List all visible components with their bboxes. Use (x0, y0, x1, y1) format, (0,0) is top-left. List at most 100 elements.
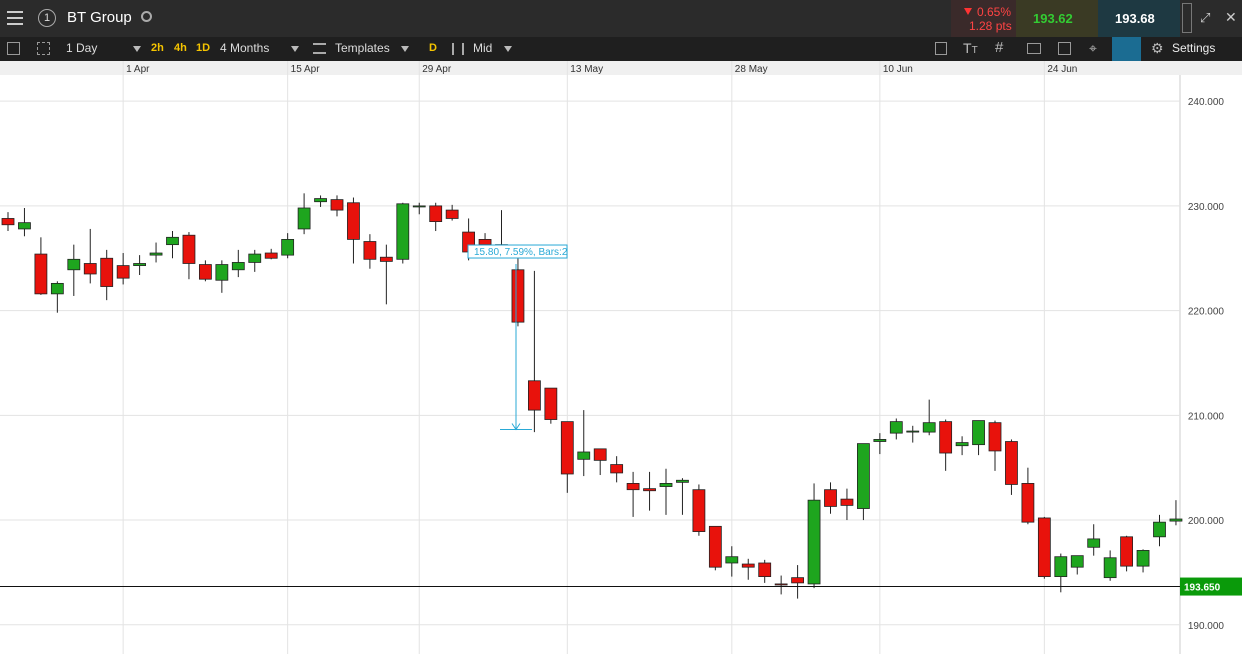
layout-icon[interactable] (37, 42, 50, 55)
candle-body (264, 252, 278, 259)
candle-body (528, 380, 541, 411)
templates-icon[interactable] (313, 43, 326, 54)
candle-body (34, 253, 48, 295)
candle-body (1037, 517, 1051, 578)
change-box: 0.65% 1.28 pts (951, 0, 1016, 37)
candle-body (1005, 441, 1018, 485)
candle-body (807, 499, 821, 585)
candle-body (1021, 483, 1035, 523)
quick-interval[interactable]: 1D (196, 42, 211, 54)
candle-body (725, 556, 739, 564)
x-tick-label: 10 Jun (883, 64, 913, 75)
candle-body (1120, 536, 1133, 567)
chart: 190.000 200.000 210.000 220.000 230.000 240.0… (0, 61, 1242, 654)
sell-price[interactable]: 193.62 (1033, 11, 1073, 26)
candle-body (1054, 556, 1068, 578)
candle-body (396, 203, 410, 260)
x-tick-label: 28 May (735, 64, 768, 75)
candle-body (791, 577, 804, 584)
toolbar: 1 Day 2h 4h 1D 4 Months Templates D Mid … (0, 37, 1242, 61)
y-tick-label: 220.000 (1188, 307, 1225, 318)
x-tick-label: 13 May (570, 64, 603, 75)
caret[interactable] (504, 46, 512, 52)
candle-body (593, 448, 607, 461)
price-type[interactable]: Mid (473, 41, 493, 55)
close-button[interactable]: ✕ (1225, 9, 1237, 25)
tool-icon[interactable] (935, 42, 947, 55)
grid-tool[interactable]: # (995, 39, 1004, 56)
list-icon[interactable] (7, 42, 20, 55)
tool-icon[interactable] (1027, 43, 1041, 54)
candle-body (1087, 538, 1101, 548)
change-percent: 0.65% (977, 5, 1012, 19)
candle-body (100, 257, 114, 287)
candle-body (840, 498, 854, 506)
date-axis (0, 61, 1242, 75)
candle-body (560, 421, 574, 475)
candle-body (297, 207, 311, 230)
x-tick-label: 1 Apr (126, 64, 150, 75)
crosshair-tool[interactable]: ⌖ (1089, 40, 1097, 56)
candle-body (1070, 555, 1084, 568)
buy-box[interactable]: 193.68 (1098, 0, 1180, 37)
candle-body (330, 199, 344, 211)
settings-icon[interactable]: ⚙ (1151, 40, 1164, 56)
tool-icon[interactable] (1058, 42, 1071, 55)
menu-button[interactable] (7, 11, 23, 25)
y-tick-label: 210.000 (1188, 411, 1225, 422)
candle-body (50, 282, 64, 295)
instrument-name[interactable]: BT Group (67, 9, 132, 26)
candle-body (692, 489, 706, 532)
settings[interactable]: Settings (1172, 41, 1216, 55)
measure-label: 15.80, 7.59%, Bars:2 (474, 247, 568, 258)
templates[interactable]: Templates (335, 41, 390, 55)
candle-body (133, 263, 147, 266)
y-tick-label: 230.000 (1188, 202, 1225, 213)
candle-body (166, 236, 179, 246)
candle-body (347, 202, 360, 240)
quick-interval[interactable]: 2h (151, 42, 164, 54)
buy-price[interactable]: 193.68 (1115, 11, 1155, 26)
candle-body (215, 264, 229, 281)
candle-body (741, 563, 755, 568)
candle-body (116, 265, 130, 279)
candle-body (363, 241, 377, 260)
sell-box[interactable]: 193.62 (1016, 0, 1098, 37)
text-tool[interactable]: TT (963, 40, 978, 56)
candle-body (577, 451, 591, 460)
link-badge[interactable]: 1 (38, 9, 56, 27)
caret[interactable] (133, 46, 141, 52)
candle-body (824, 489, 837, 507)
active-tool[interactable] (1112, 37, 1141, 61)
candle-body (544, 387, 558, 420)
candle-body (149, 252, 163, 256)
candle-body (758, 562, 772, 578)
candle-body (955, 442, 969, 447)
caret[interactable] (291, 46, 299, 52)
y-tick-label: 240.000 (1188, 97, 1225, 108)
y-tick-label: 190.000 (1188, 621, 1225, 632)
candle-body (857, 443, 870, 509)
candle-body (429, 205, 443, 223)
measure-box (467, 244, 568, 259)
y-tick-label: 200.000 (1188, 516, 1225, 527)
drawing-mode[interactable]: D (429, 42, 437, 54)
candle-body (281, 239, 295, 256)
candle-body (1169, 518, 1183, 522)
candle-body (248, 253, 262, 263)
menu-line (7, 17, 23, 19)
candle-body (511, 269, 525, 323)
change-points: 1.28 pts (969, 19, 1012, 33)
expand-button[interactable]: ⤢ (1200, 10, 1211, 25)
quick-interval[interactable]: 4h (174, 42, 187, 54)
caret[interactable] (401, 46, 409, 52)
candle-body (231, 262, 245, 271)
x-tick-label: 24 Jun (1047, 64, 1077, 75)
price-icon[interactable] (452, 43, 464, 55)
search-icon[interactable] (141, 11, 152, 22)
interval[interactable]: 1 Day (66, 41, 98, 55)
candle-body (445, 209, 459, 219)
range[interactable]: 4 Months (220, 41, 270, 55)
scroll-handle[interactable] (1182, 3, 1192, 33)
